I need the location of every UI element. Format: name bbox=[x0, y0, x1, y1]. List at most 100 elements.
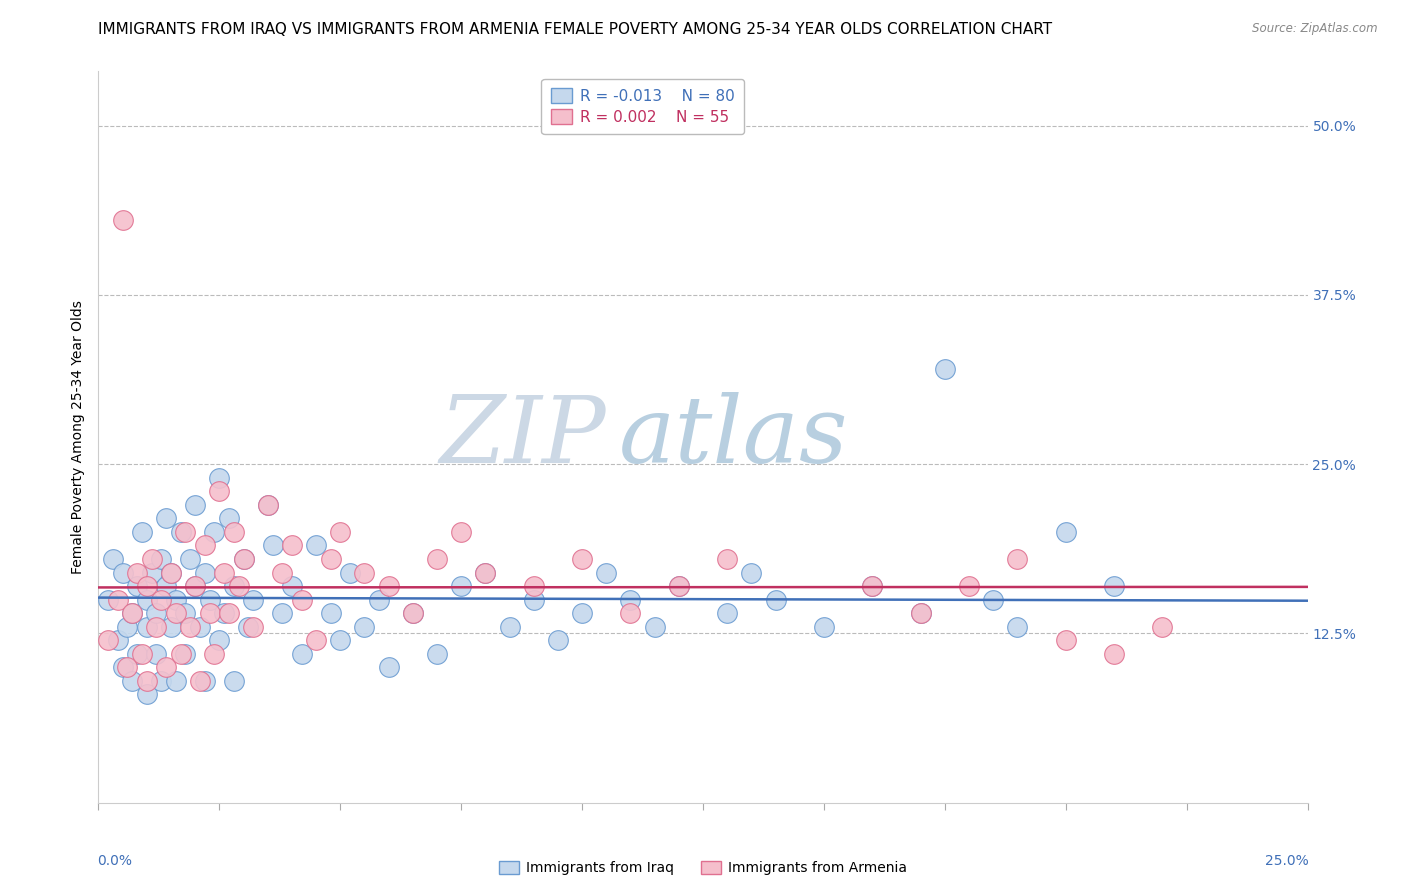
Point bbox=[474, 566, 496, 580]
Point bbox=[377, 660, 399, 674]
Point bbox=[208, 633, 231, 648]
Point bbox=[127, 647, 149, 661]
Point bbox=[174, 647, 197, 661]
Point bbox=[860, 579, 883, 593]
Point bbox=[716, 552, 738, 566]
Point bbox=[232, 552, 254, 566]
Point bbox=[145, 647, 167, 661]
Point bbox=[179, 552, 201, 566]
Point bbox=[111, 566, 134, 580]
Point bbox=[194, 673, 217, 688]
Point bbox=[329, 633, 352, 648]
Text: IMMIGRANTS FROM IRAQ VS IMMIGRANTS FROM ARMENIA FEMALE POVERTY AMONG 25-34 YEAR : IMMIGRANTS FROM IRAQ VS IMMIGRANTS FROM … bbox=[98, 22, 1053, 37]
Point bbox=[135, 579, 157, 593]
Point bbox=[271, 566, 294, 580]
Point bbox=[174, 606, 197, 620]
Point bbox=[150, 592, 173, 607]
Point bbox=[155, 660, 177, 674]
Point bbox=[131, 647, 153, 661]
Point bbox=[101, 552, 124, 566]
Point bbox=[121, 606, 143, 620]
Point bbox=[160, 566, 183, 580]
Point bbox=[523, 579, 546, 593]
Point bbox=[1054, 524, 1077, 539]
Point bbox=[1152, 620, 1174, 634]
Text: atlas: atlas bbox=[619, 392, 848, 482]
Point bbox=[135, 673, 157, 688]
Point bbox=[198, 606, 221, 620]
Point bbox=[117, 660, 139, 674]
Point bbox=[256, 498, 278, 512]
Point bbox=[1102, 579, 1125, 593]
Point bbox=[222, 579, 245, 593]
Point bbox=[1102, 647, 1125, 661]
Point bbox=[194, 566, 217, 580]
Point bbox=[740, 566, 762, 580]
Point bbox=[402, 606, 425, 620]
Point bbox=[498, 620, 520, 634]
Point bbox=[281, 579, 304, 593]
Point bbox=[188, 620, 211, 634]
Point bbox=[141, 552, 163, 566]
Point bbox=[1007, 620, 1029, 634]
Point bbox=[174, 524, 197, 539]
Point bbox=[107, 592, 129, 607]
Text: ZIP: ZIP bbox=[440, 392, 606, 482]
Point bbox=[957, 579, 980, 593]
Text: Source: ZipAtlas.com: Source: ZipAtlas.com bbox=[1253, 22, 1378, 36]
Point bbox=[169, 647, 191, 661]
Point bbox=[426, 647, 449, 661]
Point bbox=[184, 498, 207, 512]
Point bbox=[910, 606, 932, 620]
Point bbox=[160, 620, 183, 634]
Point bbox=[127, 579, 149, 593]
Point bbox=[204, 647, 226, 661]
Point bbox=[474, 566, 496, 580]
Point bbox=[121, 673, 143, 688]
Point bbox=[339, 566, 361, 580]
Point bbox=[184, 579, 207, 593]
Point bbox=[97, 592, 120, 607]
Point bbox=[218, 606, 240, 620]
Point bbox=[208, 484, 231, 499]
Point bbox=[262, 538, 284, 552]
Point bbox=[595, 566, 617, 580]
Point bbox=[121, 606, 143, 620]
Point bbox=[111, 213, 134, 227]
Point bbox=[155, 579, 177, 593]
Point bbox=[184, 579, 207, 593]
Point bbox=[368, 592, 391, 607]
Point bbox=[242, 620, 264, 634]
Point bbox=[179, 620, 201, 634]
Point bbox=[218, 511, 240, 525]
Point bbox=[150, 673, 173, 688]
Point bbox=[353, 566, 375, 580]
Point bbox=[198, 592, 221, 607]
Point bbox=[165, 673, 187, 688]
Legend: R = -0.013    N = 80, R = 0.002    N = 55: R = -0.013 N = 80, R = 0.002 N = 55 bbox=[541, 79, 744, 134]
Point bbox=[290, 592, 312, 607]
Point bbox=[619, 592, 641, 607]
Point bbox=[238, 620, 260, 634]
Point bbox=[305, 538, 328, 552]
Point bbox=[377, 579, 399, 593]
Point bbox=[212, 566, 235, 580]
Point bbox=[97, 633, 120, 648]
Point bbox=[135, 592, 157, 607]
Point bbox=[402, 606, 425, 620]
Point bbox=[981, 592, 1004, 607]
Point bbox=[353, 620, 375, 634]
Point bbox=[860, 579, 883, 593]
Point bbox=[131, 524, 153, 539]
Point bbox=[135, 688, 157, 702]
Point bbox=[290, 647, 312, 661]
Point bbox=[228, 579, 250, 593]
Point bbox=[222, 524, 245, 539]
Point bbox=[644, 620, 666, 634]
Point bbox=[426, 552, 449, 566]
Point bbox=[716, 606, 738, 620]
Point bbox=[107, 633, 129, 648]
Point bbox=[319, 606, 342, 620]
Legend: Immigrants from Iraq, Immigrants from Armenia: Immigrants from Iraq, Immigrants from Ar… bbox=[494, 855, 912, 880]
Point bbox=[145, 620, 167, 634]
